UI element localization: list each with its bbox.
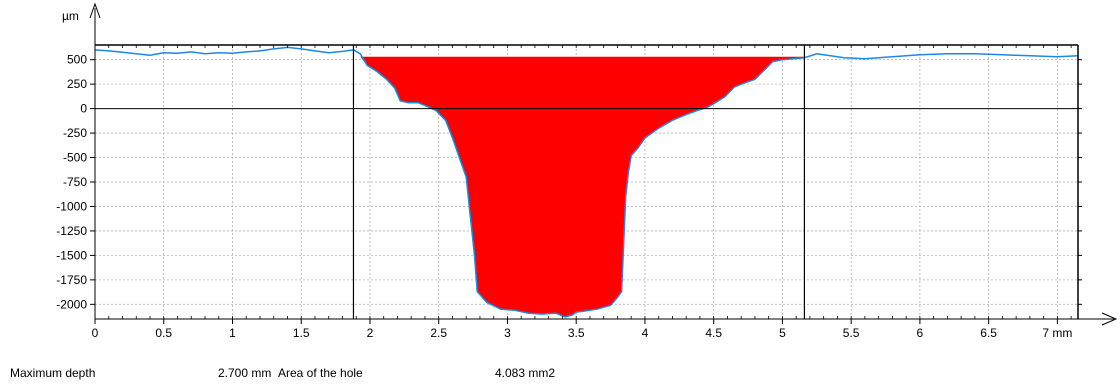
area-label: Area of the hole — [278, 366, 363, 380]
x-axis — [95, 312, 1118, 326]
y-tick-label: -750 — [63, 175, 87, 189]
x-tick-label: 6.5 — [980, 326, 997, 340]
x-tick-label: 0.5 — [155, 326, 172, 340]
y-ticks: 500 250 0 -250 -500 -750 -1000 -1250 -1500 -1750 -… — [56, 53, 1082, 311]
x-tick-label: 7 mm — [1042, 326, 1072, 340]
x-tick-label: 2.5 — [430, 326, 447, 340]
area-value: 4.083 mm2 — [495, 366, 556, 380]
y-tick-label: -500 — [63, 151, 87, 165]
y-tick-label: -1500 — [56, 248, 87, 262]
x-tick-label: 6 — [917, 326, 924, 340]
y-tick-label: -250 — [63, 126, 87, 140]
y-tick-label: -1250 — [56, 224, 87, 238]
profile-chart: µm 5002500-250-500-750-1000-1250-1500-17… — [56, 2, 1118, 340]
y-tick-label: 250 — [67, 77, 87, 91]
y-tick-label: 0 — [80, 102, 87, 116]
max-depth-value: 2.700 mm — [218, 366, 272, 380]
x-ticks: 0 0.5 1 1.5 2 2.5 3 3.5 4 4.5 5 5.5 6 6.5 7 mm — [92, 45, 1072, 340]
hole-area-fill — [353, 56, 805, 317]
x-tick-label: 3.5 — [568, 326, 585, 340]
x-tick-label: 1 — [229, 326, 236, 340]
x-tick-label: 4 — [642, 326, 649, 340]
y-tick-label: -1000 — [56, 199, 87, 213]
y-tick-label: -2000 — [56, 297, 87, 311]
x-tick-label: 5.5 — [843, 326, 860, 340]
x-tick-label: 0 — [92, 326, 99, 340]
x-tick-label: 4.5 — [705, 326, 722, 340]
y-unit-label: µm — [62, 9, 79, 23]
x-tick-label: 3 — [504, 326, 511, 340]
x-tick-label: 5 — [779, 326, 786, 340]
y-tick-label: 500 — [67, 53, 87, 67]
max-depth-label: Maximum depth — [10, 366, 96, 380]
profile-line — [94, 46, 1079, 318]
cursor-lines — [352, 45, 806, 319]
x-tick-label: 1.5 — [293, 326, 310, 340]
x-tick-label: 2 — [367, 326, 374, 340]
y-tick-label: -1750 — [56, 273, 87, 287]
